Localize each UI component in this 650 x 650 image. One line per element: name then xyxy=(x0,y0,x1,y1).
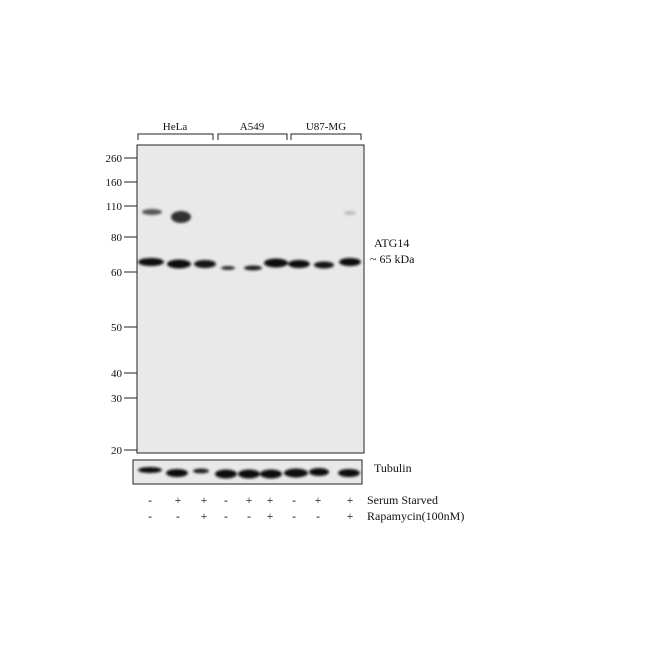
treatment-sign: + xyxy=(267,509,274,523)
labels: HeLa A549 U87-MG 260 160 110 80 60 50 40 30 20 ATG14… xyxy=(106,121,465,523)
mw-label: 50 xyxy=(111,322,123,334)
treatment-sign: + xyxy=(201,509,208,523)
treatment-sign: - xyxy=(148,493,152,507)
loading-label: Tubulin xyxy=(374,461,412,475)
treatment-sign: - xyxy=(316,509,320,523)
treatment-label: Serum Starved xyxy=(367,493,438,507)
treatment-sign: - xyxy=(176,509,180,523)
group-label: A549 xyxy=(240,121,265,133)
mw-label: 40 xyxy=(111,368,123,380)
group-label: HeLa xyxy=(163,121,188,133)
treatment-sign: + xyxy=(347,509,354,523)
treatment-sign: + xyxy=(347,493,354,507)
mw-label: 110 xyxy=(106,201,123,213)
treatment-sign: - xyxy=(224,509,228,523)
mw-label: 60 xyxy=(111,267,123,279)
blot-panel xyxy=(136,144,365,454)
treatment-sign: - xyxy=(292,493,296,507)
mw-label: 80 xyxy=(111,232,123,244)
treatment-sign: + xyxy=(246,493,253,507)
treatment-sign: + xyxy=(315,493,322,507)
treatment-sign: + xyxy=(267,493,274,507)
treatment-sign: - xyxy=(292,509,296,523)
mw-label: 30 xyxy=(111,393,123,405)
treatment-sign: - xyxy=(247,509,251,523)
band-label: ATG14 xyxy=(374,236,409,250)
treatment-sign: - xyxy=(148,509,152,523)
loading-bands xyxy=(138,467,360,479)
mw-label: 260 xyxy=(106,153,123,165)
group-label: U87-MG xyxy=(306,121,346,133)
treatment-sign: + xyxy=(175,493,182,507)
treatment-sign: + xyxy=(201,493,208,507)
treatment-sign: - xyxy=(224,493,228,507)
bands xyxy=(138,209,361,271)
treatment-label: Rapamycin(100nM) xyxy=(367,509,464,523)
mw-label: 160 xyxy=(106,177,123,189)
group-brackets xyxy=(137,133,362,140)
mw-label: 20 xyxy=(111,445,123,457)
band-size: ~ 65 kDa xyxy=(370,252,415,266)
